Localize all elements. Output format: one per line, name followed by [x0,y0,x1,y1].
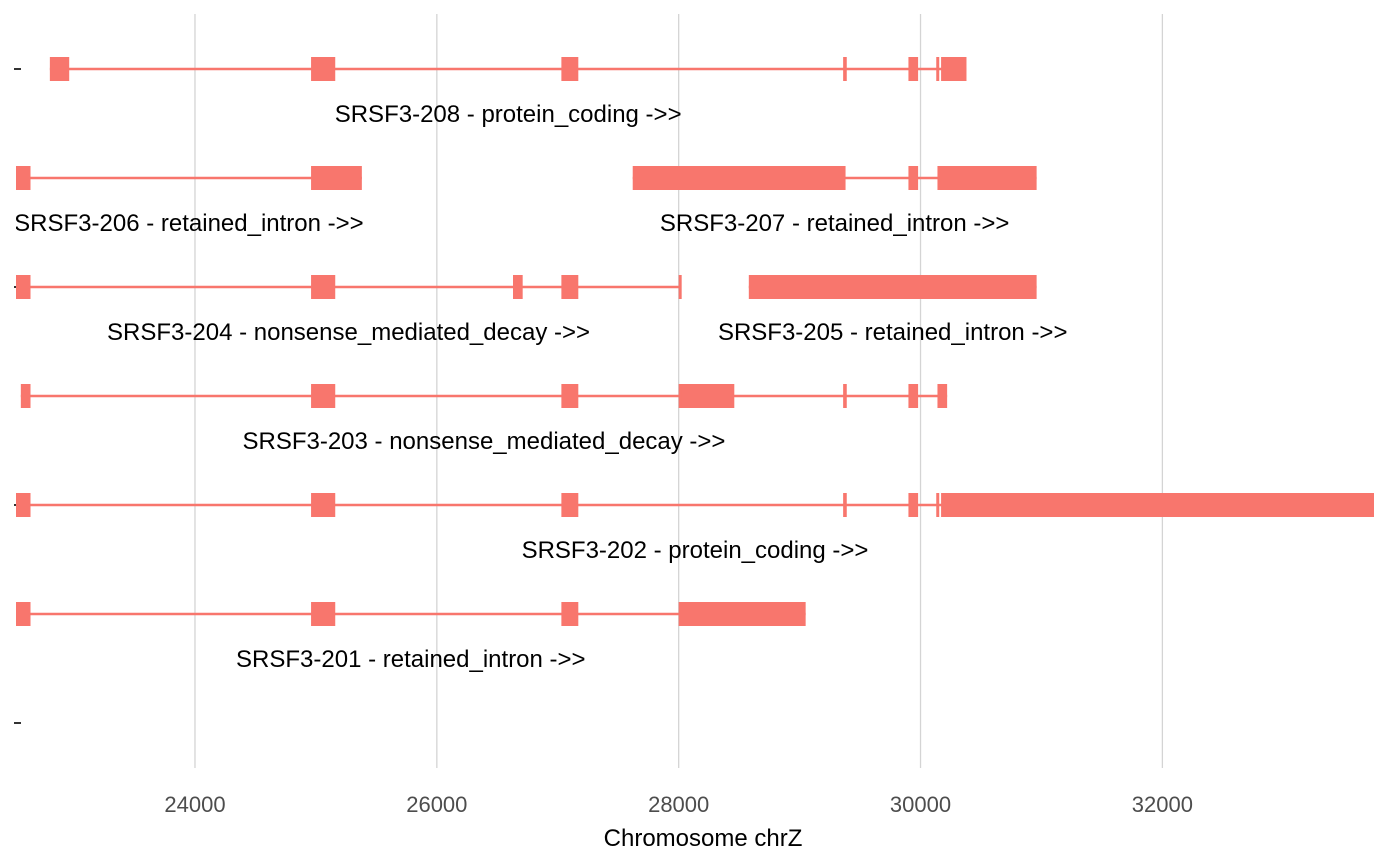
x-axis-tick-labels: 24000 26000 28000 30000 32000 [164,792,1193,817]
exon-1 [49,57,70,81]
exon-4 [843,57,847,81]
exon-1 [748,275,1037,299]
exon-5 [908,57,919,81]
transcript-5: SRSF3-205 - retained_intron ->> [718,275,1068,346]
transcript-2: SRSF3-206 - retained_intron ->> [14,166,364,237]
exon-4 [678,384,682,408]
exon-8 [937,384,948,408]
exon-3 [937,166,1037,190]
x-tick-label-30000: 30000 [890,792,951,817]
x-tick-label-26000: 26000 [406,792,467,817]
exon-1 [16,166,31,190]
exon-3 [513,275,523,299]
exon-6 [936,493,940,517]
exon-1 [16,493,31,517]
exon-1 [16,602,31,626]
exon-7 [941,57,967,81]
x-tick-label-32000: 32000 [1132,792,1193,817]
transcript-label: SRSF3-201 - retained_intron ->> [236,646,586,673]
transcript-3: SRSF3-207 - retained_intron ->> [632,166,1037,237]
exon-3 [561,384,579,408]
exon-2 [311,493,336,517]
transcript-label: SRSF3-205 - retained_intron ->> [718,319,1068,346]
exon-5 [678,275,682,299]
exon-5 [908,493,919,517]
exon-3 [561,57,579,81]
exon-4 [561,275,579,299]
transcript-label: SRSF3-208 - protein_coding ->> [335,101,682,128]
transcript-label: SRSF3-203 - nonsense_mediated_decay ->> [242,428,725,455]
transcript-label: SRSF3-207 - retained_intron ->> [660,210,1010,237]
exon-2 [311,602,336,626]
exon-3 [561,493,579,517]
transcript-4: SRSF3-204 - nonsense_mediated_decay ->> [16,275,682,346]
transcript-label: SRSF3-204 - nonsense_mediated_decay ->> [107,319,590,346]
exon-1 [16,275,31,299]
transcript-6: SRSF3-203 - nonsense_mediated_decay ->> [20,384,948,455]
exon-7 [941,493,1374,517]
transcript-label: SRSF3-206 - retained_intron ->> [14,210,364,237]
transcript-8: SRSF3-201 - retained_intron ->> [16,602,806,673]
exon-6 [936,57,940,81]
exon-2 [311,384,336,408]
exon-7 [908,384,919,408]
exon-1 [20,384,31,408]
exon-6 [843,384,847,408]
exon-5 [681,384,735,408]
transcript-1: SRSF3-208 - protein_coding ->> [49,57,967,128]
exon-2 [311,275,336,299]
x-axis-title: Chromosome chrZ [604,825,803,852]
x-tick-label-24000: 24000 [164,792,225,817]
exon-2 [311,166,362,190]
exon-4 [843,493,847,517]
exon-4 [678,602,806,626]
exon-3 [561,602,579,626]
transcript-label: SRSF3-202 - protein_coding ->> [522,537,869,564]
x-tick-label-28000: 28000 [648,792,709,817]
exon-1 [632,166,846,190]
exon-2 [311,57,336,81]
exon-2 [908,166,919,190]
transcript-7: SRSF3-202 - protein_coding ->> [16,493,1374,564]
transcripts: SRSF3-208 - protein_coding ->> SRSF3-206 … [14,57,1374,673]
